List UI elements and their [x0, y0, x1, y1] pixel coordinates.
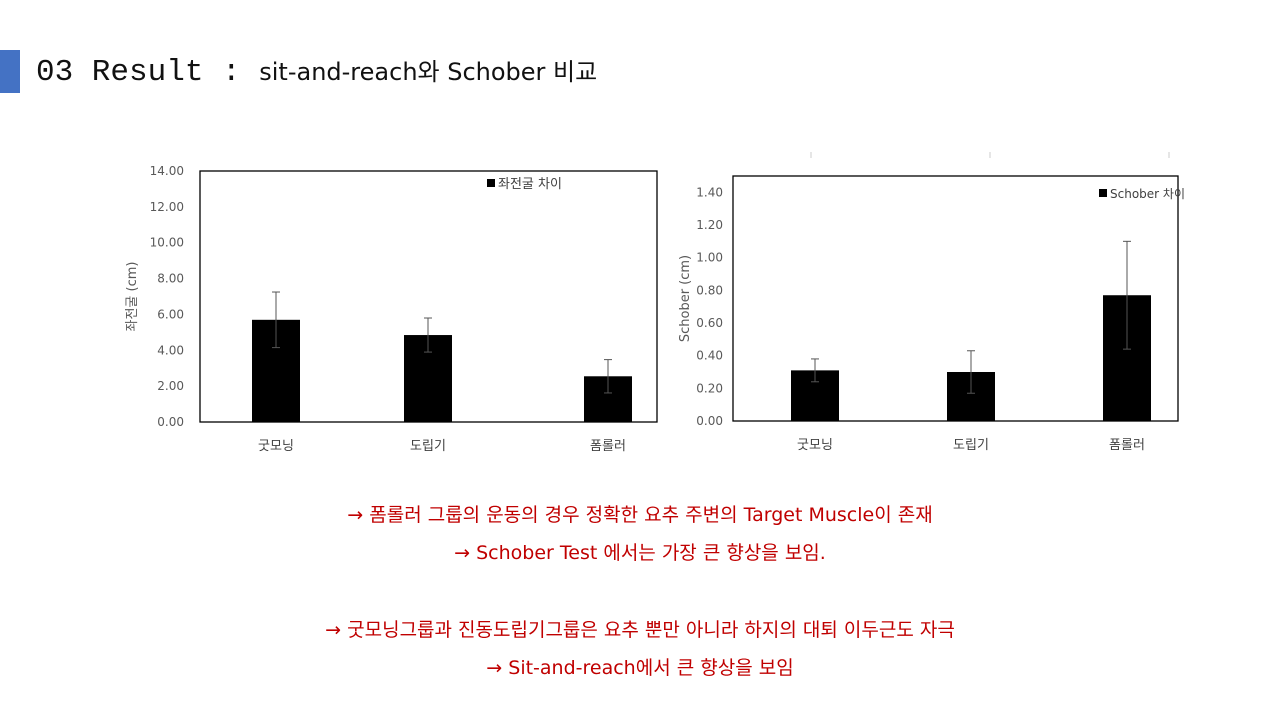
- chart1-ytick-label: 6.00: [157, 307, 184, 321]
- page-title: 03 Result : sit-and-reach와 Schober 비교: [36, 52, 597, 90]
- chart2-ytick-label: 0.40: [696, 349, 723, 363]
- chart2-ytick-label: 1.40: [696, 185, 723, 199]
- chart1-ytick-label: 12.00: [150, 200, 184, 214]
- title-number: 03 Result: [36, 55, 204, 90]
- chart2-xtick-label: 굿모닝: [797, 438, 833, 453]
- title-separator: :: [203, 55, 260, 90]
- note-line-1: → 폼롤러 그룹의 운동의 경우 정확한 요추 주변의 Target Muscl…: [347, 504, 933, 526]
- chart2-ytick-label: 0.20: [696, 381, 723, 395]
- charts-canvas: 0.00 2.00 4.00 6.00 8.00 10.00 12.00 14.00 좌전굴 (…: [125, 152, 1185, 454]
- chart2-legend-swatch: [1099, 189, 1107, 197]
- note-line-4: → Sit-and-reach에서 큰 향상을 보임: [486, 657, 794, 679]
- chart2-ytick-label: 1.00: [696, 251, 723, 265]
- chart1-xtick-label: 폼롤러: [590, 439, 626, 454]
- chart1-ytick-label: 0.00: [157, 415, 184, 429]
- note-line-2: → Schober Test 에서는 가장 큰 향상을 보임.: [454, 542, 826, 564]
- chart1-ytick-label: 8.00: [157, 272, 184, 286]
- chart1-ytick-label: 2.00: [157, 379, 184, 393]
- chart1-legend-label: 좌전굴 차이: [498, 177, 562, 192]
- chart1-ytick-label: 4.00: [157, 343, 184, 357]
- chart2-ytick-label: 0.00: [696, 414, 723, 428]
- chart2-ylabel: Schober (cm): [678, 255, 693, 342]
- note-line-3: → 굿모닝그룹과 진동도립기그룹은 요추 뿐만 아니라 하지의 대퇴 이두근도 …: [325, 619, 955, 641]
- title-accent-bar: [0, 50, 20, 93]
- chart1-ylabel: 좌전굴 (cm): [125, 262, 140, 332]
- chart2-ytick-label: 1.20: [696, 218, 723, 232]
- chart2-xtick-label: 폼롤러: [1109, 438, 1145, 453]
- chart1-legend-swatch: [487, 179, 495, 187]
- chart2-legend-label: Schober 차이: [1110, 187, 1185, 201]
- chart1-xtick-label: 굿모닝: [258, 439, 294, 454]
- chart1-ytick-label: 10.00: [150, 236, 184, 250]
- title-text: sit-and-reach와 Schober 비교: [259, 58, 598, 86]
- chart2-ytick-label: 0.80: [696, 283, 723, 297]
- chart1-ytick-label: 14.00: [150, 164, 184, 178]
- chart2-ytick-label: 0.60: [696, 316, 723, 330]
- chart1-xtick-label: 도립기: [410, 439, 446, 454]
- chart2-xtick-label: 도립기: [953, 438, 989, 453]
